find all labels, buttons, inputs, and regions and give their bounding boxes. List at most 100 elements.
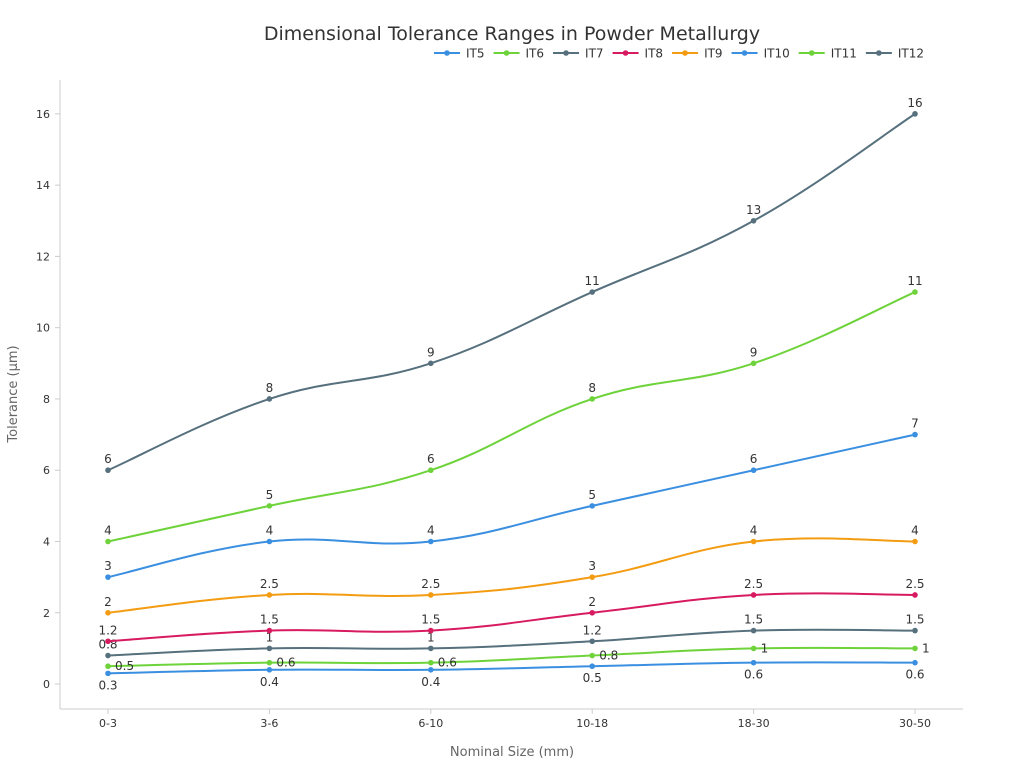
- data-point: [750, 627, 757, 634]
- data-label: 9: [750, 345, 758, 359]
- legend-item-IT12[interactable]: IT12: [865, 47, 924, 61]
- data-point: [750, 360, 757, 367]
- series-line: [107, 433, 916, 579]
- data-label: 0.6: [438, 656, 457, 670]
- data-point: [105, 574, 111, 580]
- data-label: 8: [588, 381, 596, 395]
- data-point: [750, 592, 757, 598]
- series-line: [107, 646, 916, 668]
- chart-title: Dimensional Tolerance Ranges in Powder M…: [264, 23, 760, 45]
- x-tick-label: 0-3: [99, 717, 117, 730]
- data-point: [589, 663, 595, 670]
- series-line: [107, 661, 916, 675]
- data-label: 1: [266, 630, 274, 644]
- data-label: 0.3: [98, 678, 117, 692]
- data-point: [266, 645, 273, 652]
- legend-label: IT7: [585, 47, 604, 61]
- data-point: [266, 627, 273, 634]
- series-group: 0.3 0.4 0.4 0.5 0.6 0.60.5 0.6 0.60.81 10.81 11.2…: [98, 96, 929, 693]
- x-tick-label: 18-30: [738, 717, 770, 730]
- legend-label: IT8: [645, 47, 664, 61]
- legend-item-IT7[interactable]: IT7: [553, 47, 604, 61]
- y-tick-label: 14: [36, 179, 50, 192]
- data-label: 0.6: [744, 668, 763, 682]
- data-label: 2.5: [905, 577, 924, 591]
- data-label: 4: [266, 524, 274, 538]
- x-axis-label: Nominal Size (mm): [450, 745, 574, 760]
- data-label: 6: [104, 452, 112, 466]
- data-label: 11: [585, 274, 600, 288]
- series-IT12: 6 8 9 11 13 16: [104, 96, 923, 474]
- x-tick-label: 3-6: [260, 717, 278, 730]
- legend-label: IT10: [764, 47, 790, 61]
- data-point: [105, 652, 111, 659]
- data-point: [428, 659, 434, 666]
- data-point: [428, 360, 434, 367]
- data-label: 8: [266, 381, 274, 395]
- data-label: 6: [750, 452, 758, 466]
- x-tick-label: 10-18: [576, 717, 608, 730]
- data-label: 1.5: [260, 613, 279, 627]
- data-point: [750, 659, 757, 666]
- data-point: [589, 652, 595, 659]
- series-line: [107, 592, 916, 643]
- series-IT5: 0.3 0.4 0.4 0.5 0.6 0.6: [98, 659, 925, 692]
- y-tick-label: 8: [43, 393, 50, 406]
- data-point: [266, 659, 273, 666]
- data-point: [266, 666, 273, 673]
- data-label: 5: [266, 488, 274, 502]
- y-tick-label: 4: [43, 536, 50, 549]
- data-point: [912, 592, 918, 598]
- data-label: 3: [588, 559, 596, 573]
- legend-label: IT11: [831, 47, 857, 61]
- series-IT6: 0.5 0.6 0.6 0.8 1 1: [105, 641, 930, 673]
- legend-item-IT10[interactable]: IT10: [731, 47, 790, 61]
- legend-item-IT8[interactable]: IT8: [612, 47, 664, 61]
- data-point: [750, 538, 757, 545]
- data-label: 1.5: [421, 613, 440, 627]
- data-label: 0.8: [599, 649, 618, 663]
- data-point: [266, 592, 273, 598]
- data-label: 4: [104, 524, 112, 538]
- data-point: [105, 538, 111, 545]
- series-IT7: 0.81 11.21.5 1.5: [98, 613, 925, 659]
- data-point: [912, 645, 918, 652]
- data-label: 2.5: [421, 577, 440, 591]
- legend-label: IT5: [466, 47, 485, 61]
- legend-marker: [876, 50, 882, 56]
- data-point: [428, 645, 434, 652]
- data-label: 1: [922, 641, 930, 655]
- series-line: [107, 291, 916, 543]
- legend-item-IT5[interactable]: IT5: [434, 47, 485, 61]
- legend-item-IT9[interactable]: IT9: [672, 47, 723, 61]
- data-point: [105, 609, 111, 616]
- data-label: 3: [104, 559, 112, 573]
- legend-marker: [444, 50, 450, 56]
- x-axis-ticks: 0-3 3-6 6-10 10-18 18-30 30-50: [99, 709, 931, 730]
- x-tick-label: 30-50: [899, 717, 931, 730]
- data-point: [105, 467, 111, 474]
- legend-label: IT9: [704, 47, 723, 61]
- data-label: 2: [588, 595, 596, 609]
- legend-item-IT11[interactable]: IT11: [798, 47, 857, 61]
- legend-marker: [808, 50, 815, 56]
- series-IT10: 3 4 4 5 6 7: [104, 417, 919, 580]
- legend-marker: [563, 50, 569, 56]
- data-label: 13: [746, 203, 761, 217]
- legend-item-IT6[interactable]: IT6: [493, 47, 545, 61]
- legend-label: IT6: [526, 47, 545, 61]
- data-label: 1.5: [905, 613, 924, 627]
- series-IT11: 4 5 6 8 9 11: [104, 274, 923, 545]
- data-point: [266, 396, 273, 402]
- data-label: 6: [427, 452, 435, 466]
- legend-marker: [622, 50, 629, 56]
- legend-marker: [741, 50, 748, 56]
- data-point: [750, 645, 757, 652]
- data-label: 0.4: [421, 675, 440, 689]
- series-IT9: 2 2.5 2.5 3 4 4: [104, 524, 919, 616]
- data-label: 5: [588, 488, 596, 502]
- data-point: [589, 609, 595, 616]
- data-point: [589, 503, 595, 509]
- data-label: 9: [427, 345, 435, 359]
- series-IT8: 1.2 1.5 1.5 2 2.5 2.5: [98, 577, 925, 645]
